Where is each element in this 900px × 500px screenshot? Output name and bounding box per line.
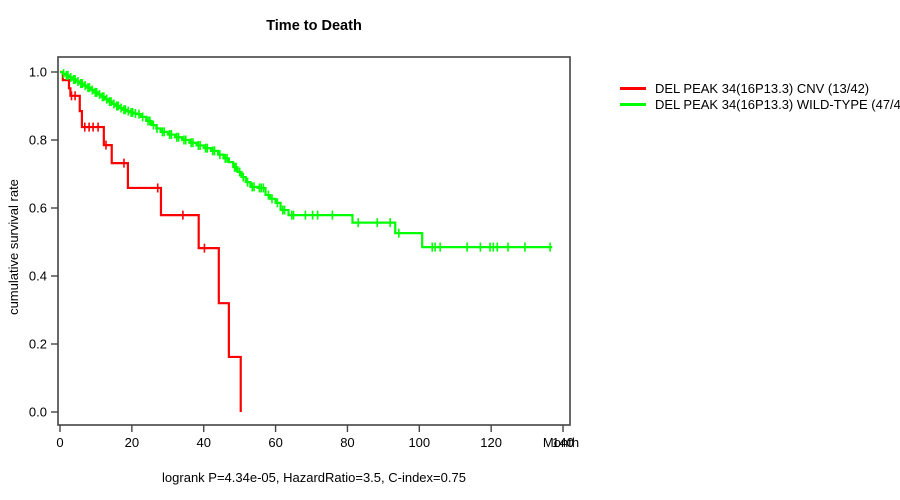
y-tick-label: 0.2 — [29, 337, 47, 352]
y-axis: 0.0 0.2 0.4 0.6 0.8 1.0 — [29, 65, 58, 420]
x-tick-label: 40 — [196, 435, 210, 450]
y-tick-label: 0.6 — [29, 201, 47, 216]
x-axis-title: Month — [542, 435, 580, 450]
legend-entry-wild-type: DEL PEAK 34(16P13.3) WILD-TYPE (47/402) — [620, 96, 900, 112]
stats-footer: logrank P=4.34e-05, HazardRatio=3.5, C-i… — [162, 470, 466, 485]
x-tick-label: 120 — [480, 435, 502, 450]
x-tick-label: 140 — [552, 435, 574, 450]
green-line-swatch — [620, 102, 646, 106]
red-curve — [60, 70, 242, 412]
red-line-swatch — [620, 86, 646, 90]
x-tick-label: 20 — [125, 435, 139, 450]
survival-step-path — [60, 70, 553, 249]
green-curve — [60, 69, 553, 252]
x-axis: 0 20 40 60 80 100 120 140 — [56, 425, 574, 450]
x-tick-label: 0 — [56, 435, 63, 450]
y-tick-label: 0.0 — [29, 405, 47, 420]
x-tick-label: 80 — [340, 435, 354, 450]
legend: DEL PEAK 34(16P13.3) CNV (13/42) DEL PEA… — [620, 80, 900, 112]
chart-title: Time to Death — [266, 18, 362, 34]
legend-label-wild-type: DEL PEAK 34(16P13.3) WILD-TYPE (47/402) — [655, 96, 900, 112]
plot-box — [57, 56, 571, 426]
y-tick-label: 1.0 — [29, 65, 47, 80]
y-tick-label: 0.8 — [29, 133, 47, 148]
x-tick-label: 100 — [408, 435, 430, 450]
survival-step-path — [60, 70, 242, 412]
y-axis-title: cumulative survival rate — [6, 179, 21, 315]
legend-entry-cnv: DEL PEAK 34(16P13.3) CNV (13/42) — [620, 80, 900, 96]
legend-label-cnv: DEL PEAK 34(16P13.3) CNV (13/42) — [655, 80, 870, 96]
y-tick-label: 0.4 — [29, 269, 47, 284]
x-tick-label: 60 — [268, 435, 282, 450]
